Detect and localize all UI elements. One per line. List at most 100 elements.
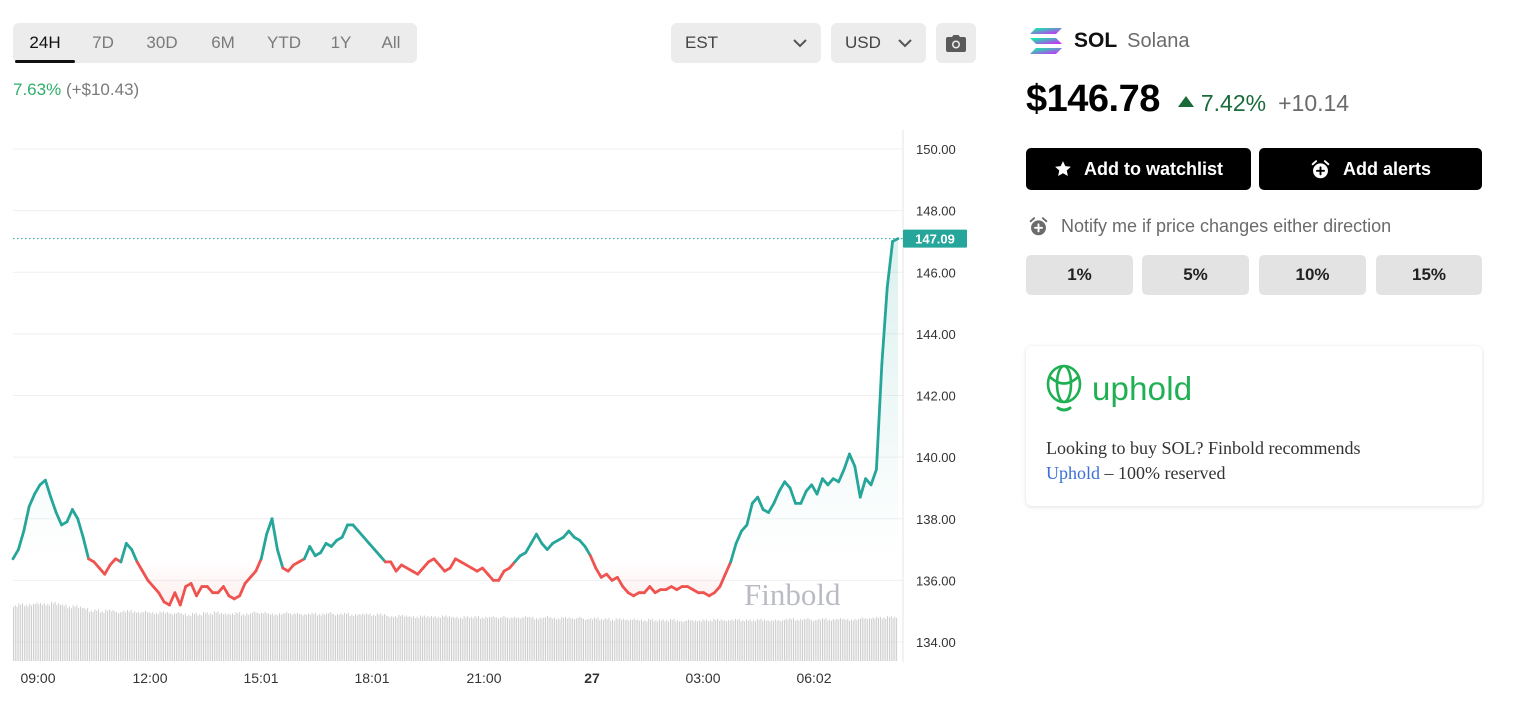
add-to-watchlist-button[interactable]: Add to watchlist [1026, 148, 1251, 190]
volume-bar [300, 614, 302, 661]
volume-bar [251, 612, 253, 661]
volume-bar [94, 609, 96, 661]
volume-bar [621, 620, 623, 661]
volume-bar [159, 611, 161, 661]
price-line-segment [238, 582, 247, 598]
volume-bar [163, 611, 165, 661]
timeframe-ytd[interactable]: YTD [267, 33, 301, 52]
volume-bar [76, 605, 78, 661]
volume-bar [228, 613, 230, 661]
volume-bar [568, 617, 570, 661]
solana-logo-icon [1030, 28, 1062, 54]
volume-bar [657, 621, 659, 661]
notify-5-percent-button[interactable]: 5% [1142, 255, 1249, 295]
volume-bar [760, 618, 762, 661]
uphold-link[interactable]: Uphold [1046, 463, 1100, 483]
notify-10-percent-button[interactable]: 10% [1259, 255, 1366, 295]
volume-bar [575, 618, 577, 661]
price-line-segment [141, 569, 150, 582]
volume-bar [351, 614, 353, 661]
notify-15-percent-button[interactable]: 15% [1376, 255, 1482, 295]
volume-bar [286, 612, 288, 661]
timeframe-24h[interactable]: 24H [13, 23, 77, 63]
price-line-segment [319, 541, 328, 555]
y-tick-label: 146.00 [916, 265, 956, 280]
volume-bar [340, 613, 342, 661]
volume-bar [736, 620, 738, 661]
timeframe-all[interactable]: All [381, 33, 401, 52]
uphold-logo[interactable]: uphold [1046, 364, 1192, 414]
volume-bar [150, 613, 152, 661]
volume-bar [896, 618, 898, 661]
volume-bar [244, 615, 246, 661]
volume-bar [38, 604, 40, 661]
volume-bar [112, 610, 114, 661]
timeframe-1y[interactable]: 1Y [330, 33, 352, 52]
price-line-segment [189, 582, 198, 598]
volume-bar [18, 603, 20, 661]
volume-bar [282, 613, 284, 661]
ad-text: Looking to buy SOL? Finbold recommends U… [1046, 436, 1360, 486]
volume-bar [519, 618, 521, 661]
volume-bar [702, 619, 704, 661]
volume-bar [101, 611, 103, 661]
timezone-select[interactable]: EST [671, 23, 821, 63]
volume-bar [436, 618, 438, 661]
volume-bar [201, 615, 203, 661]
volume-bar [767, 620, 769, 661]
currency-select[interactable]: USD [831, 23, 926, 63]
notify-1-percent-button[interactable]: 1% [1026, 255, 1133, 295]
volume-bar [481, 617, 483, 661]
volume-bar [146, 612, 148, 661]
volume-bar [259, 614, 261, 661]
x-tick-label: 09:00 [20, 670, 55, 686]
volume-bar [74, 606, 76, 661]
volume-bar [302, 615, 304, 661]
volume-bar [682, 622, 684, 661]
volume-bar [327, 613, 329, 661]
volume-bar [695, 620, 697, 661]
volume-bar [423, 615, 425, 661]
volume-bar [67, 608, 69, 661]
volume-bar [612, 619, 613, 661]
price-line-segment [885, 240, 895, 290]
watchlist-label: Add to watchlist [1084, 158, 1223, 179]
volume-bar [215, 612, 217, 661]
price-line-segment [27, 492, 36, 508]
screenshot-button[interactable] [936, 23, 976, 63]
timeframe-7d[interactable]: 7D [92, 33, 114, 52]
volume-bar [831, 620, 832, 661]
volume-bar [203, 612, 204, 661]
price-line-segment [788, 486, 797, 505]
volume-bar [155, 612, 157, 661]
volume-bar [365, 613, 367, 661]
volume-bar [472, 618, 474, 661]
uphold-wordmark: uphold [1092, 370, 1193, 407]
y-tick-label: 140.00 [916, 450, 956, 465]
volume-bar [85, 609, 87, 661]
volume-bar [396, 617, 398, 661]
price-line-segment [303, 545, 312, 561]
volume-bar [378, 614, 380, 661]
volume-bar [503, 616, 505, 661]
volume-bar [704, 620, 706, 661]
volume-bar [34, 604, 36, 661]
volume-bar [344, 612, 346, 661]
volume-bar [168, 613, 170, 661]
timeframe-30d[interactable]: 30D [146, 33, 178, 52]
price-line-segment [259, 532, 269, 561]
price-chart[interactable]: 150.00 148.00 146.00 144.00 142.00 140.00 138.… [0, 125, 990, 695]
volume-bar [807, 618, 809, 661]
price-line-segment [772, 489, 781, 505]
timeframe-selector: 24H 7D 30D 6M YTD 1Y All [13, 23, 417, 63]
price-line-segment [880, 286, 889, 367]
volume-bar [213, 611, 215, 661]
timeframe-6m[interactable]: 6M [211, 33, 235, 52]
volume-bar [742, 620, 744, 661]
volume-bar [641, 619, 642, 661]
price-line-segment [22, 505, 31, 533]
volume-bar [242, 614, 244, 661]
volume-bar [624, 620, 626, 661]
add-alerts-button[interactable]: Add alerts [1259, 148, 1482, 190]
volume-bar [536, 618, 537, 661]
